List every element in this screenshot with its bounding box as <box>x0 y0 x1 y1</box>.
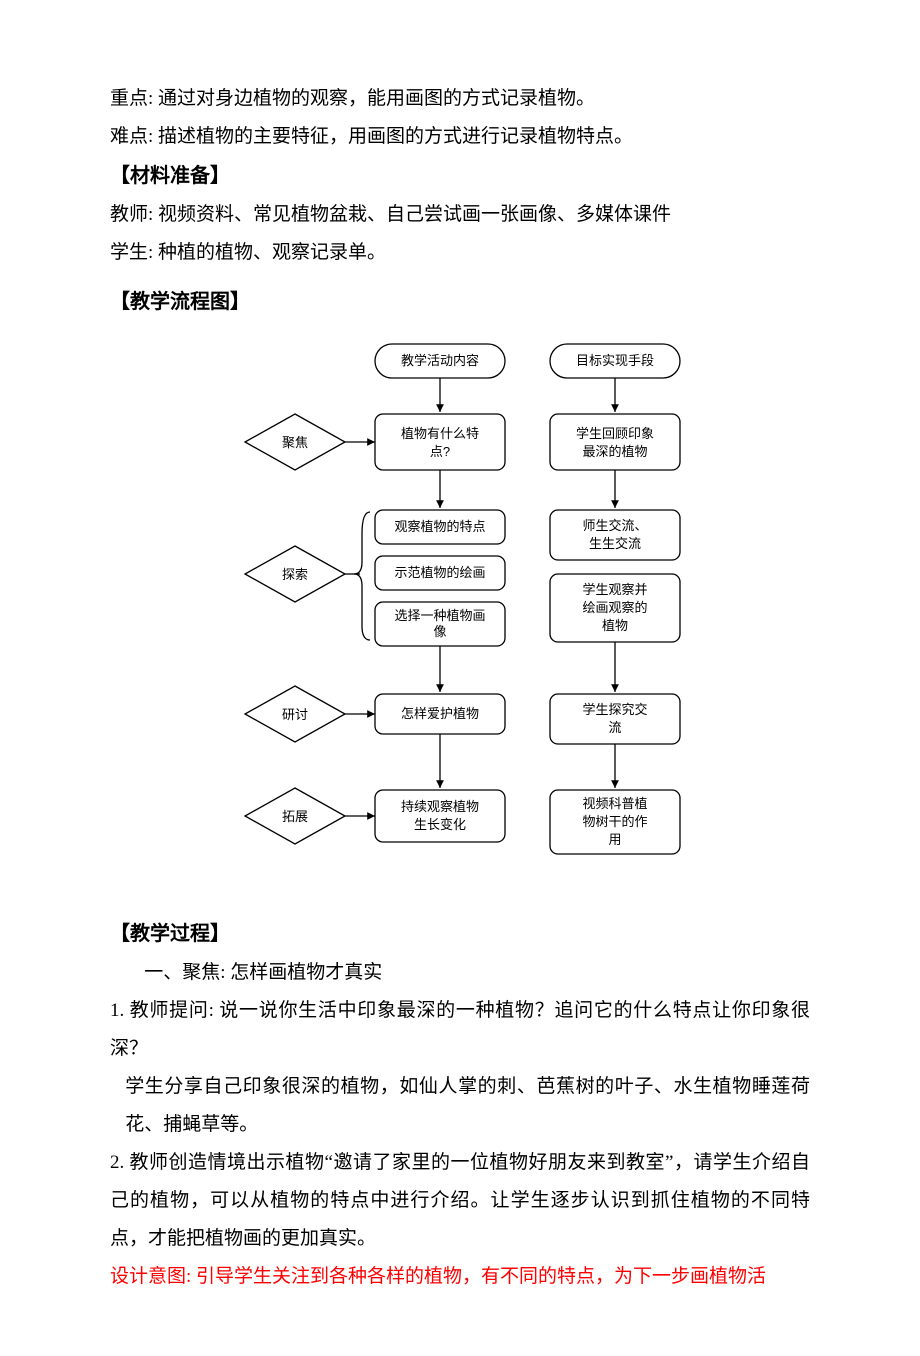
bracket-path <box>354 512 370 640</box>
right-node-4-l3: 用 <box>608 832 621 847</box>
diamond-focus-label: 聚焦 <box>282 435 308 450</box>
left-node-2a-l1: 观察植物的特点 <box>394 519 485 534</box>
difficulty-line: 难点: 描述植物的主要特征，用画图的方式进行记录植物特点。 <box>110 118 810 156</box>
right-node-2a-l1: 师生交流、 <box>582 518 647 533</box>
left-node-1-l1: 植物有什么特 <box>401 426 479 441</box>
flowchart-container: 教学活动内容 目标实现手段 聚焦 植物有什么特 点? 学生回顾印象 最深的植物 … <box>110 334 810 894</box>
right-node-1-l2: 最深的植物 <box>582 444 647 459</box>
left-node-2c-l2: 像 <box>433 624 446 639</box>
flowchart-heading: 【教学流程图】 <box>110 282 810 322</box>
diamond-extend-label: 拓展 <box>282 809 308 824</box>
header-right-label: 目标实现手段 <box>576 353 654 368</box>
right-node-1 <box>550 414 680 470</box>
right-node-2b-l1: 学生观察并 <box>582 582 647 597</box>
materials-heading: 【材料准备】 <box>110 156 810 196</box>
left-node-2b-l1: 示范植物的绘画 <box>394 565 485 580</box>
right-node-4-l2: 物树干的作 <box>582 814 647 829</box>
left-node-1-l2: 点? <box>430 444 450 459</box>
header-left-label: 教学活动内容 <box>401 353 479 368</box>
teacher-materials: 教师: 视频资料、常见植物盆栽、自己尝试画一张画像、多媒体课件 <box>110 196 810 234</box>
left-node-3-l1: 怎样爱护植物 <box>401 706 479 721</box>
left-node-4-l2: 生长变化 <box>414 817 466 832</box>
process-q1: 1. 教师提问: 说一说你生活中印象最深的一种植物？追问它的什么特点让你印象很深… <box>110 992 810 1068</box>
left-node-4 <box>375 790 505 842</box>
student-materials: 学生: 种植的植物、观察记录单。 <box>110 234 810 272</box>
process-share: 学生分享自己印象很深的植物，如仙人掌的刺、芭蕉树的叶子、水生植物睡莲荷花、捕蝇草… <box>110 1068 810 1144</box>
right-node-1-l1: 学生回顾印象 <box>576 426 654 441</box>
left-node-1 <box>375 414 505 470</box>
key-point-line: 重点: 通过对身边植物的观察，能用画图的方式记录植物。 <box>110 80 810 118</box>
process-q2: 2. 教师创造情境出示植物“邀请了家里的一位植物好朋友来到教室”，请学生介绍自己… <box>110 1144 810 1258</box>
process-heading: 【教学过程】 <box>110 914 810 954</box>
diamond-discuss-label: 研讨 <box>282 707 308 722</box>
right-node-2a-l2: 生生交流 <box>589 536 641 551</box>
process-section-title: 一、聚焦: 怎样画植物才真实 <box>110 954 810 992</box>
left-node-2c-l1: 选择一种植物画 <box>394 608 485 623</box>
diamond-explore-label: 探索 <box>282 567 308 582</box>
right-node-3-l2: 流 <box>608 720 621 735</box>
right-node-2b-l2: 绘画观察的 <box>582 600 647 615</box>
design-intent: 设计意图: 引导学生关注到各种各样的植物，有不同的特点，为下一步画植物活 <box>110 1258 810 1296</box>
right-node-4-l1: 视频科普植 <box>582 796 647 811</box>
right-node-2b-l3: 植物 <box>602 618 628 633</box>
flowchart-svg: 教学活动内容 目标实现手段 聚焦 植物有什么特 点? 学生回顾印象 最深的植物 … <box>200 334 720 894</box>
right-node-3-l1: 学生探究交 <box>582 702 647 717</box>
left-node-4-l1: 持续观察植物 <box>401 799 479 814</box>
